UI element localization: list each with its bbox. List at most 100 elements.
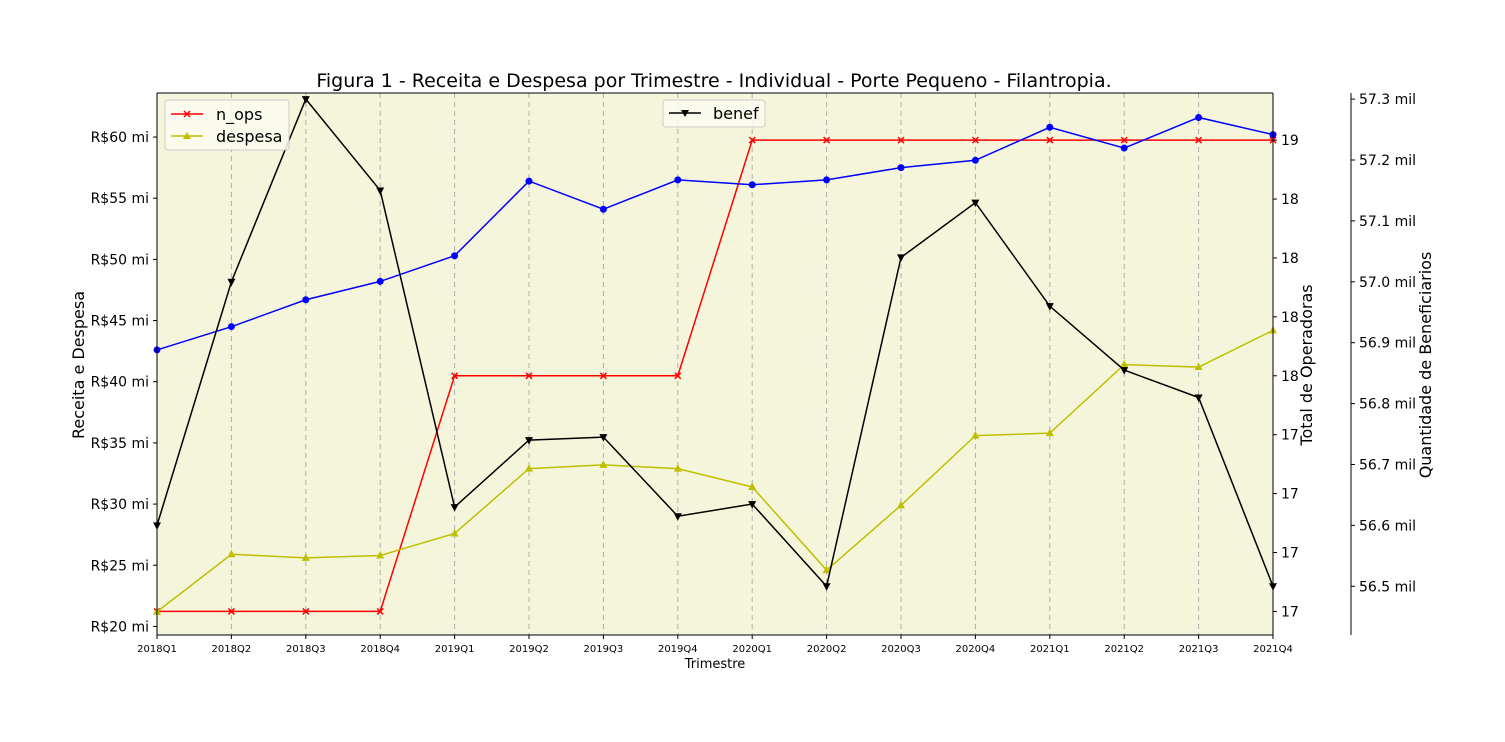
left-tick-label: R$50 mi [91,252,149,268]
x-tick-label: 2020Q4 [956,644,996,655]
series-0-point [376,277,384,285]
benef-point [227,278,236,287]
legend-center-box [662,99,766,128]
series-0-point [971,156,979,164]
x-tick-label: 2018Q1 [137,644,177,655]
benef-point [971,199,980,208]
benef-point [450,504,459,512]
benef-point [897,254,905,262]
right2-tick-label: 56.9 mil [1359,336,1416,352]
x-tick-label: 2019Q3 [584,644,624,655]
legend-center: benef [662,99,766,128]
left-tick-label: R$35 mi [91,436,149,452]
right2-tick-label: 56.6 mil [1359,518,1416,534]
legend-n-ops-label: n_ops [216,105,262,125]
series-0-point [599,205,607,213]
legend-left: n_ops despesa [164,99,290,151]
n-ops-point [748,136,756,144]
n-ops-point [823,136,831,144]
series-0-point [227,323,235,331]
despesa-point [822,565,831,574]
left-tick-label: R$55 mi [91,191,149,207]
right1-tick-label: 18 [1281,369,1299,385]
right2-tick-label: 56.5 mil [1359,579,1416,595]
n-ops-point [674,372,682,380]
legend-despesa-label: despesa [216,127,282,146]
despesa-point [1045,428,1054,437]
benef-line [156,97,1274,588]
x-tick-label: 2021Q3 [1179,644,1219,655]
x-axis-ticks: 2018Q1 2018Q2 2018Q3 2018Q4 2019Q1 2019Q2 2019… [137,635,1293,655]
right1-tick-label: 18 [1281,310,1299,326]
n-ops-point [599,372,607,380]
benef-point [822,583,831,591]
series-0-point [451,252,459,260]
right2-tick-label: 56.8 mil [1359,397,1416,413]
despesa-point [748,482,757,490]
x-tick-label: 2018Q2 [212,644,252,655]
right1-tick-label: 17 [1281,428,1299,444]
n-ops-point [302,607,310,615]
x-tick-label: 2021Q2 [1104,644,1144,655]
left-tick-label: R$20 mi [91,619,149,635]
benef-point [599,434,608,442]
benef-point [673,513,682,521]
right2-tick-label: 57.1 mil [1359,214,1416,230]
n-ops-point [525,372,533,380]
series-0-point [1195,113,1203,121]
x-tick-label: 2018Q3 [286,644,326,655]
right1-tick-label: 18 [1281,251,1299,267]
series-0-point [823,176,831,184]
n-ops-point [1195,136,1203,144]
right2-tick-label: 57.2 mil [1359,153,1416,169]
x-tick-label: 2021Q4 [1253,644,1293,655]
left-axis-title: Receita e Despesa [69,291,88,439]
left-tick-label: R$30 mi [91,497,149,513]
n-ops-line [157,139,1273,613]
x-tick-label: 2019Q2 [509,644,549,655]
n-ops-point [227,607,235,615]
series-0-point [897,164,905,172]
right2-axis-title: Quantidade de Beneficiarios [1416,252,1435,479]
chart-title: Figura 1 - Receita e Despesa por Trimest… [316,70,1111,92]
left-tick-label: R$45 mi [91,314,149,330]
series-0-point [748,181,756,189]
benef-point [525,437,533,445]
despesa-line [156,329,1274,613]
series-0-point [302,296,310,304]
series-0-line [156,116,1274,351]
series-0-point [525,177,533,185]
left-tick-label: R$60 mi [91,130,149,146]
plot-background [157,93,1273,635]
legend-n-ops-marker [183,110,191,118]
right1-tick-label: 18 [1281,192,1299,208]
series-layer [153,96,1277,615]
legend-benef-marker [681,110,689,117]
right2-tick-label: 57.3 mil [1359,92,1416,108]
despesa-point [376,550,385,559]
despesa-point [525,464,533,472]
right1-axis-ticks: 17 17 17 17 18 18 18 18 19 [1273,133,1299,620]
n-ops-point [971,136,979,144]
benef-point [1045,303,1054,311]
legend-despesa-marker [183,132,191,139]
benef-point [1120,367,1129,375]
legend-left-box [164,99,290,151]
despesa-point [673,464,682,472]
despesa-point [450,528,459,537]
n-ops-point [1046,136,1054,144]
n-ops-point [451,372,459,380]
despesa-point [1194,362,1203,371]
despesa-point [599,460,608,468]
benef-point [376,187,385,195]
x-tick-label: 2019Q4 [658,644,698,655]
despesa-point [227,549,236,558]
x-tick-label: 2018Q4 [360,644,400,655]
benef-point [1194,394,1203,402]
x-tick-label: 2020Q1 [732,644,772,655]
right1-tick-label: 17 [1281,604,1299,620]
despesa-point [1120,360,1129,368]
right1-axis-title: Total de Operadoras [1297,284,1316,446]
despesa-point [897,500,905,509]
